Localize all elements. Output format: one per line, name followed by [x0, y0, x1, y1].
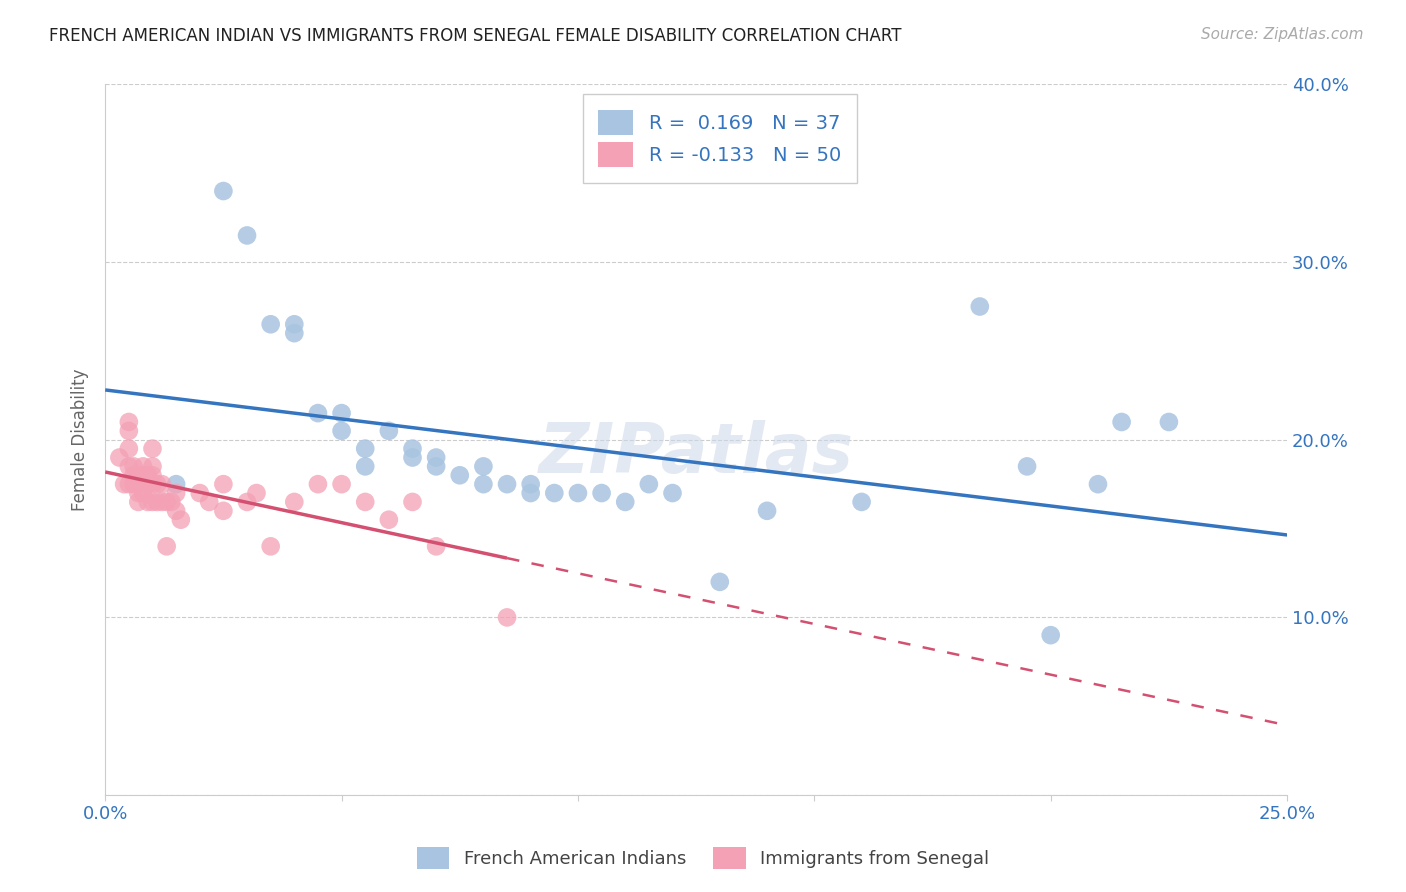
Y-axis label: Female Disability: Female Disability	[72, 368, 89, 511]
Point	[156, 539, 179, 553]
Legend: R =  0.169   N = 37, R = -0.133   N = 50: R = 0.169 N = 37, R = -0.133 N = 50	[583, 95, 856, 183]
Legend: French American Indians, Immigrants from Senegal: French American Indians, Immigrants from…	[408, 838, 998, 879]
Point	[401, 442, 423, 456]
Point	[212, 184, 235, 198]
Point	[378, 513, 401, 527]
Point	[236, 495, 259, 509]
Point	[132, 468, 155, 483]
Point	[141, 477, 163, 491]
Point	[425, 459, 447, 474]
Point	[127, 477, 149, 491]
Point	[141, 459, 163, 474]
Point	[307, 477, 329, 491]
Point	[425, 450, 447, 465]
Point	[165, 477, 187, 491]
Point	[127, 468, 149, 483]
Point	[118, 459, 141, 474]
Point	[756, 504, 779, 518]
Point	[188, 486, 211, 500]
Point	[401, 450, 423, 465]
Point	[519, 477, 541, 491]
Point	[567, 486, 589, 500]
Point	[1087, 477, 1109, 491]
Text: ZIPatlas: ZIPatlas	[538, 420, 853, 487]
Point	[330, 424, 353, 438]
Point	[165, 504, 187, 518]
Point	[132, 459, 155, 474]
Point	[160, 495, 183, 509]
Point	[401, 495, 423, 509]
Point	[283, 495, 305, 509]
Point	[969, 300, 991, 314]
Point	[198, 495, 221, 509]
Point	[260, 318, 283, 332]
Point	[283, 326, 305, 340]
Point	[146, 495, 169, 509]
Point	[307, 406, 329, 420]
Point	[330, 477, 353, 491]
Point	[354, 442, 377, 456]
Point	[709, 574, 731, 589]
Point	[141, 468, 163, 483]
Point	[141, 495, 163, 509]
Point	[108, 450, 131, 465]
Point	[1111, 415, 1133, 429]
Point	[132, 486, 155, 500]
Point	[212, 504, 235, 518]
Point	[136, 495, 159, 509]
Point	[354, 459, 377, 474]
Point	[330, 406, 353, 420]
Point	[283, 318, 305, 332]
Point	[1039, 628, 1062, 642]
Point	[146, 477, 169, 491]
Point	[851, 495, 873, 509]
Point	[425, 539, 447, 553]
Point	[122, 477, 145, 491]
Text: Source: ZipAtlas.com: Source: ZipAtlas.com	[1201, 27, 1364, 42]
Point	[150, 495, 173, 509]
Point	[150, 477, 173, 491]
Point	[638, 477, 661, 491]
Text: FRENCH AMERICAN INDIAN VS IMMIGRANTS FROM SENEGAL FEMALE DISABILITY CORRELATION : FRENCH AMERICAN INDIAN VS IMMIGRANTS FRO…	[49, 27, 901, 45]
Point	[122, 459, 145, 474]
Point	[472, 459, 495, 474]
Point	[1157, 415, 1180, 429]
Point	[118, 415, 141, 429]
Point	[165, 486, 187, 500]
Point	[661, 486, 683, 500]
Point	[496, 477, 519, 491]
Point	[260, 539, 283, 553]
Point	[472, 477, 495, 491]
Point	[543, 486, 565, 500]
Point	[354, 495, 377, 509]
Point	[236, 228, 259, 243]
Point	[141, 442, 163, 456]
Point	[591, 486, 613, 500]
Point	[496, 610, 519, 624]
Point	[112, 477, 135, 491]
Point	[118, 477, 141, 491]
Point	[1015, 459, 1038, 474]
Point	[118, 424, 141, 438]
Point	[449, 468, 471, 483]
Point	[122, 468, 145, 483]
Point	[378, 424, 401, 438]
Point	[118, 442, 141, 456]
Point	[136, 468, 159, 483]
Point	[212, 477, 235, 491]
Point	[136, 477, 159, 491]
Point	[127, 486, 149, 500]
Point	[127, 495, 149, 509]
Point	[519, 486, 541, 500]
Point	[156, 495, 179, 509]
Point	[245, 486, 267, 500]
Point	[614, 495, 637, 509]
Point	[170, 513, 193, 527]
